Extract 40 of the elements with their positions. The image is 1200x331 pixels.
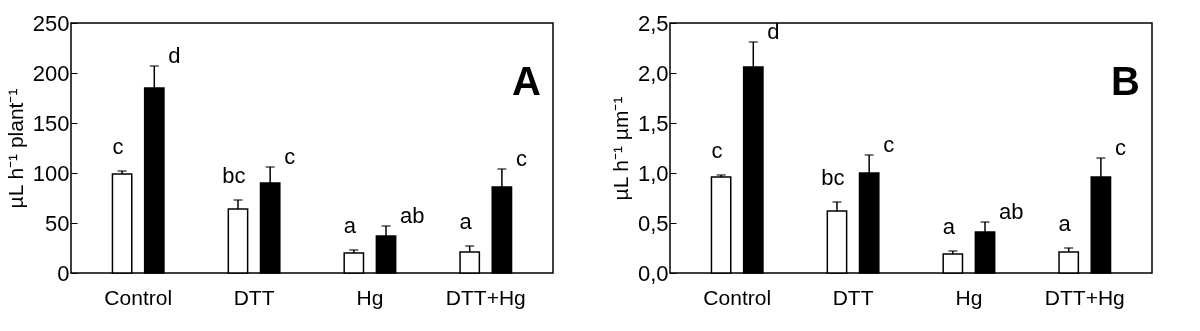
y-tick-label: 2,0 [637, 60, 669, 86]
x-tick-label: DTT+Hg [1044, 285, 1125, 309]
annotation: ab [999, 199, 1024, 224]
x-tick-label: Hg [955, 285, 983, 309]
annotation: d [168, 43, 181, 68]
annotation: A [512, 59, 541, 103]
annotation: d [767, 19, 780, 44]
x-tick-label: DTT+Hg [445, 285, 526, 309]
y-tick-label: 200 [32, 60, 70, 86]
y-tick-label: 0,5 [637, 210, 669, 236]
y-tick-label: 150 [32, 110, 70, 136]
x-tick-label: DTT [233, 285, 275, 309]
annotation: a [459, 209, 473, 234]
y-tick-label: 100 [32, 160, 70, 186]
annotation: a [343, 213, 357, 238]
annotation: ab [400, 203, 425, 228]
annotation: B [1111, 59, 1140, 103]
annotation: bc [821, 165, 845, 190]
annotation: c [1114, 135, 1126, 160]
annotation: c [284, 144, 296, 169]
annotation: c [711, 138, 723, 163]
annotation: c [883, 132, 895, 157]
y-tick-label: 1,5 [637, 110, 669, 136]
y-tick-label: 1,0 [637, 160, 669, 186]
x-tick-label: Control [104, 285, 173, 309]
y-tick-label: 0 [57, 260, 70, 286]
y-tick-label: 2,5 [637, 10, 669, 36]
annotation: a [942, 214, 956, 239]
y-tick-label: 50 [45, 210, 70, 236]
y-axis-title: µL h⁻¹ µm⁻¹ [608, 96, 632, 201]
y-tick-label: 250 [32, 10, 70, 36]
x-tick-label: DTT [832, 285, 874, 309]
annotation: c [112, 134, 124, 159]
annotation: c [515, 146, 527, 171]
annotation: a [1058, 211, 1072, 236]
y-axis-title: µL h⁻¹ plant⁻¹ [3, 88, 27, 209]
x-tick-label: Control [703, 285, 772, 309]
y-tick-label: 0,0 [637, 260, 669, 286]
x-tick-label: Hg [356, 285, 384, 309]
annotation: bc [222, 163, 246, 188]
